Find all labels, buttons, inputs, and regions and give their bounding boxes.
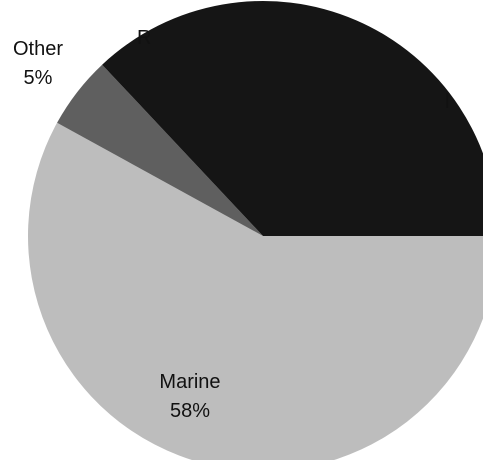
partial-label-r: R bbox=[137, 27, 151, 49]
slice-label-other-value: 5% bbox=[24, 67, 53, 89]
slice-label-marine-name: Marine bbox=[159, 371, 220, 393]
partial-label-l: l bbox=[445, 91, 449, 113]
pie-slices bbox=[28, 1, 483, 460]
slice-label-other-name: Other bbox=[13, 38, 63, 60]
slice-label-marine-value: 58% bbox=[170, 400, 210, 422]
